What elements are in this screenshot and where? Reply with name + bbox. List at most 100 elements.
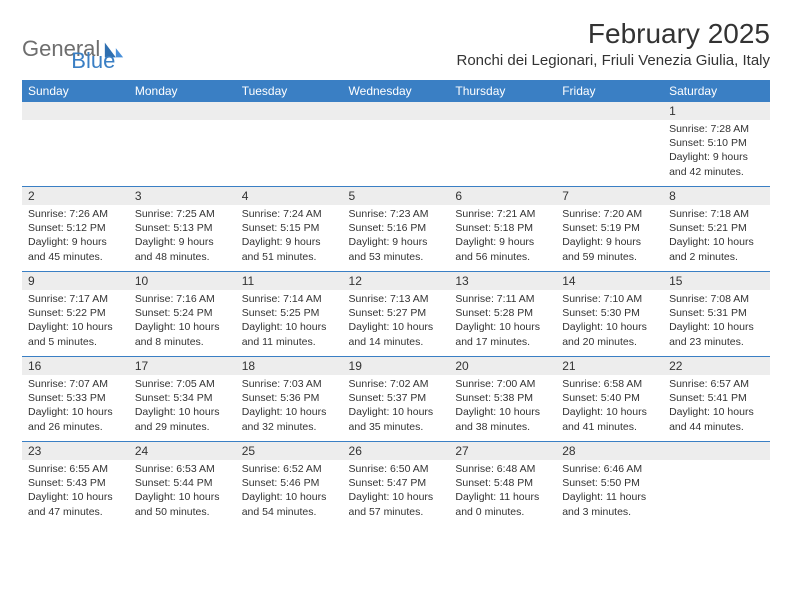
day-details-cell: Sunrise: 7:05 AMSunset: 5:34 PMDaylight:… — [129, 375, 236, 441]
day-details-cell — [22, 120, 129, 186]
daylight-text: Daylight: 9 hours and 42 minutes. — [669, 150, 764, 178]
sunrise-text: Sunrise: 6:55 AM — [28, 462, 123, 476]
sunset-text: Sunset: 5:25 PM — [242, 306, 337, 320]
day-number-cell — [556, 102, 663, 120]
sunrise-text: Sunrise: 7:20 AM — [562, 207, 657, 221]
day-number-cell: 26 — [343, 442, 450, 460]
sunset-text: Sunset: 5:12 PM — [28, 221, 123, 235]
day-details-cell: Sunrise: 7:24 AMSunset: 5:15 PMDaylight:… — [236, 205, 343, 271]
title-block: February 2025 Ronchi dei Legionari, Friu… — [457, 18, 771, 69]
day-number-cell: 16 — [22, 357, 129, 375]
daylight-text: Daylight: 9 hours and 53 minutes. — [349, 235, 444, 263]
logo: General Blue — [22, 18, 115, 74]
sunrise-text: Sunrise: 7:00 AM — [455, 377, 550, 391]
sunset-text: Sunset: 5:43 PM — [28, 476, 123, 490]
month-title: February 2025 — [457, 18, 771, 50]
sunset-text: Sunset: 5:40 PM — [562, 391, 657, 405]
day-details-cell: Sunrise: 7:08 AMSunset: 5:31 PMDaylight:… — [663, 290, 770, 356]
day-details-cell: Sunrise: 7:02 AMSunset: 5:37 PMDaylight:… — [343, 375, 450, 441]
day-number-row: 16171819202122 — [22, 357, 770, 375]
sunset-text: Sunset: 5:37 PM — [349, 391, 444, 405]
day-of-week-header: Thursday — [449, 80, 556, 102]
day-details-cell: Sunrise: 6:52 AMSunset: 5:46 PMDaylight:… — [236, 460, 343, 526]
day-number-cell: 9 — [22, 272, 129, 290]
sunset-text: Sunset: 5:16 PM — [349, 221, 444, 235]
day-details-cell: Sunrise: 7:17 AMSunset: 5:22 PMDaylight:… — [22, 290, 129, 356]
daylight-text: Daylight: 9 hours and 51 minutes. — [242, 235, 337, 263]
sunset-text: Sunset: 5:47 PM — [349, 476, 444, 490]
day-number-cell: 25 — [236, 442, 343, 460]
daylight-text: Daylight: 10 hours and 44 minutes. — [669, 405, 764, 433]
sunrise-text: Sunrise: 7:17 AM — [28, 292, 123, 306]
sunset-text: Sunset: 5:34 PM — [135, 391, 230, 405]
day-number-cell: 24 — [129, 442, 236, 460]
day-number-cell: 8 — [663, 187, 770, 205]
day-number-cell: 5 — [343, 187, 450, 205]
day-number-cell: 19 — [343, 357, 450, 375]
day-details-cell: Sunrise: 6:58 AMSunset: 5:40 PMDaylight:… — [556, 375, 663, 441]
day-number-cell — [129, 102, 236, 120]
sunset-text: Sunset: 5:31 PM — [669, 306, 764, 320]
day-of-week-row: SundayMondayTuesdayWednesdayThursdayFrid… — [22, 80, 770, 102]
daylight-text: Daylight: 9 hours and 48 minutes. — [135, 235, 230, 263]
sunset-text: Sunset: 5:44 PM — [135, 476, 230, 490]
day-number-row: 9101112131415 — [22, 272, 770, 290]
sunset-text: Sunset: 5:18 PM — [455, 221, 550, 235]
sunrise-text: Sunrise: 7:05 AM — [135, 377, 230, 391]
day-of-week-header: Tuesday — [236, 80, 343, 102]
day-details-cell: Sunrise: 7:03 AMSunset: 5:36 PMDaylight:… — [236, 375, 343, 441]
sunrise-text: Sunrise: 6:57 AM — [669, 377, 764, 391]
sunrise-text: Sunrise: 7:16 AM — [135, 292, 230, 306]
sunset-text: Sunset: 5:22 PM — [28, 306, 123, 320]
daylight-text: Daylight: 10 hours and 11 minutes. — [242, 320, 337, 348]
sunset-text: Sunset: 5:19 PM — [562, 221, 657, 235]
daylight-text: Daylight: 10 hours and 26 minutes. — [28, 405, 123, 433]
sunrise-text: Sunrise: 6:52 AM — [242, 462, 337, 476]
day-details-cell: Sunrise: 6:55 AMSunset: 5:43 PMDaylight:… — [22, 460, 129, 526]
day-number-cell — [236, 102, 343, 120]
day-details-cell: Sunrise: 7:16 AMSunset: 5:24 PMDaylight:… — [129, 290, 236, 356]
calendar-table: SundayMondayTuesdayWednesdayThursdayFrid… — [22, 80, 770, 526]
sunrise-text: Sunrise: 6:50 AM — [349, 462, 444, 476]
daylight-text: Daylight: 10 hours and 47 minutes. — [28, 490, 123, 518]
day-of-week-header: Friday — [556, 80, 663, 102]
day-number-cell: 21 — [556, 357, 663, 375]
sunset-text: Sunset: 5:48 PM — [455, 476, 550, 490]
daylight-text: Daylight: 10 hours and 50 minutes. — [135, 490, 230, 518]
day-details-cell: Sunrise: 6:48 AMSunset: 5:48 PMDaylight:… — [449, 460, 556, 526]
sunset-text: Sunset: 5:30 PM — [562, 306, 657, 320]
daylight-text: Daylight: 10 hours and 2 minutes. — [669, 235, 764, 263]
sunrise-text: Sunrise: 7:18 AM — [669, 207, 764, 221]
day-of-week-header: Sunday — [22, 80, 129, 102]
day-number-cell: 10 — [129, 272, 236, 290]
day-number-cell: 12 — [343, 272, 450, 290]
sunset-text: Sunset: 5:15 PM — [242, 221, 337, 235]
day-details-cell: Sunrise: 7:14 AMSunset: 5:25 PMDaylight:… — [236, 290, 343, 356]
daylight-text: Daylight: 10 hours and 14 minutes. — [349, 320, 444, 348]
daylight-text: Daylight: 10 hours and 32 minutes. — [242, 405, 337, 433]
sunset-text: Sunset: 5:10 PM — [669, 136, 764, 150]
daylight-text: Daylight: 10 hours and 57 minutes. — [349, 490, 444, 518]
day-details-cell: Sunrise: 7:13 AMSunset: 5:27 PMDaylight:… — [343, 290, 450, 356]
day-details-cell: Sunrise: 7:20 AMSunset: 5:19 PMDaylight:… — [556, 205, 663, 271]
day-details-cell: Sunrise: 7:11 AMSunset: 5:28 PMDaylight:… — [449, 290, 556, 356]
daylight-text: Daylight: 10 hours and 23 minutes. — [669, 320, 764, 348]
day-number-cell: 6 — [449, 187, 556, 205]
day-details-row: Sunrise: 7:17 AMSunset: 5:22 PM Daylight:… — [22, 290, 770, 356]
sunrise-text: Sunrise: 7:02 AM — [349, 377, 444, 391]
sunset-text: Sunset: 5:27 PM — [349, 306, 444, 320]
daylight-text: Daylight: 10 hours and 17 minutes. — [455, 320, 550, 348]
day-of-week-header: Monday — [129, 80, 236, 102]
day-details-row: Sunrise: 7:26 AMSunset: 5:12 PMDaylight:… — [22, 205, 770, 271]
day-details-row: Sunrise: 6:55 AMSunset: 5:43 PMDaylight:… — [22, 460, 770, 526]
day-number-cell: 13 — [449, 272, 556, 290]
day-details-cell: Sunrise: 7:10 AMSunset: 5:30 PMDaylight:… — [556, 290, 663, 356]
sunrise-text: Sunrise: 7:28 AM — [669, 122, 764, 136]
daylight-text: Daylight: 10 hours and 20 minutes. — [562, 320, 657, 348]
day-details-cell — [449, 120, 556, 186]
day-details-cell: Sunrise: 7:21 AMSunset: 5:18 PMDaylight:… — [449, 205, 556, 271]
sunset-text: Sunset: 5:38 PM — [455, 391, 550, 405]
day-number-cell: 27 — [449, 442, 556, 460]
daylight-text: Daylight: 10 hours and 8 minutes. — [135, 320, 230, 348]
day-details-cell: Sunrise: 6:50 AMSunset: 5:47 PMDaylight:… — [343, 460, 450, 526]
